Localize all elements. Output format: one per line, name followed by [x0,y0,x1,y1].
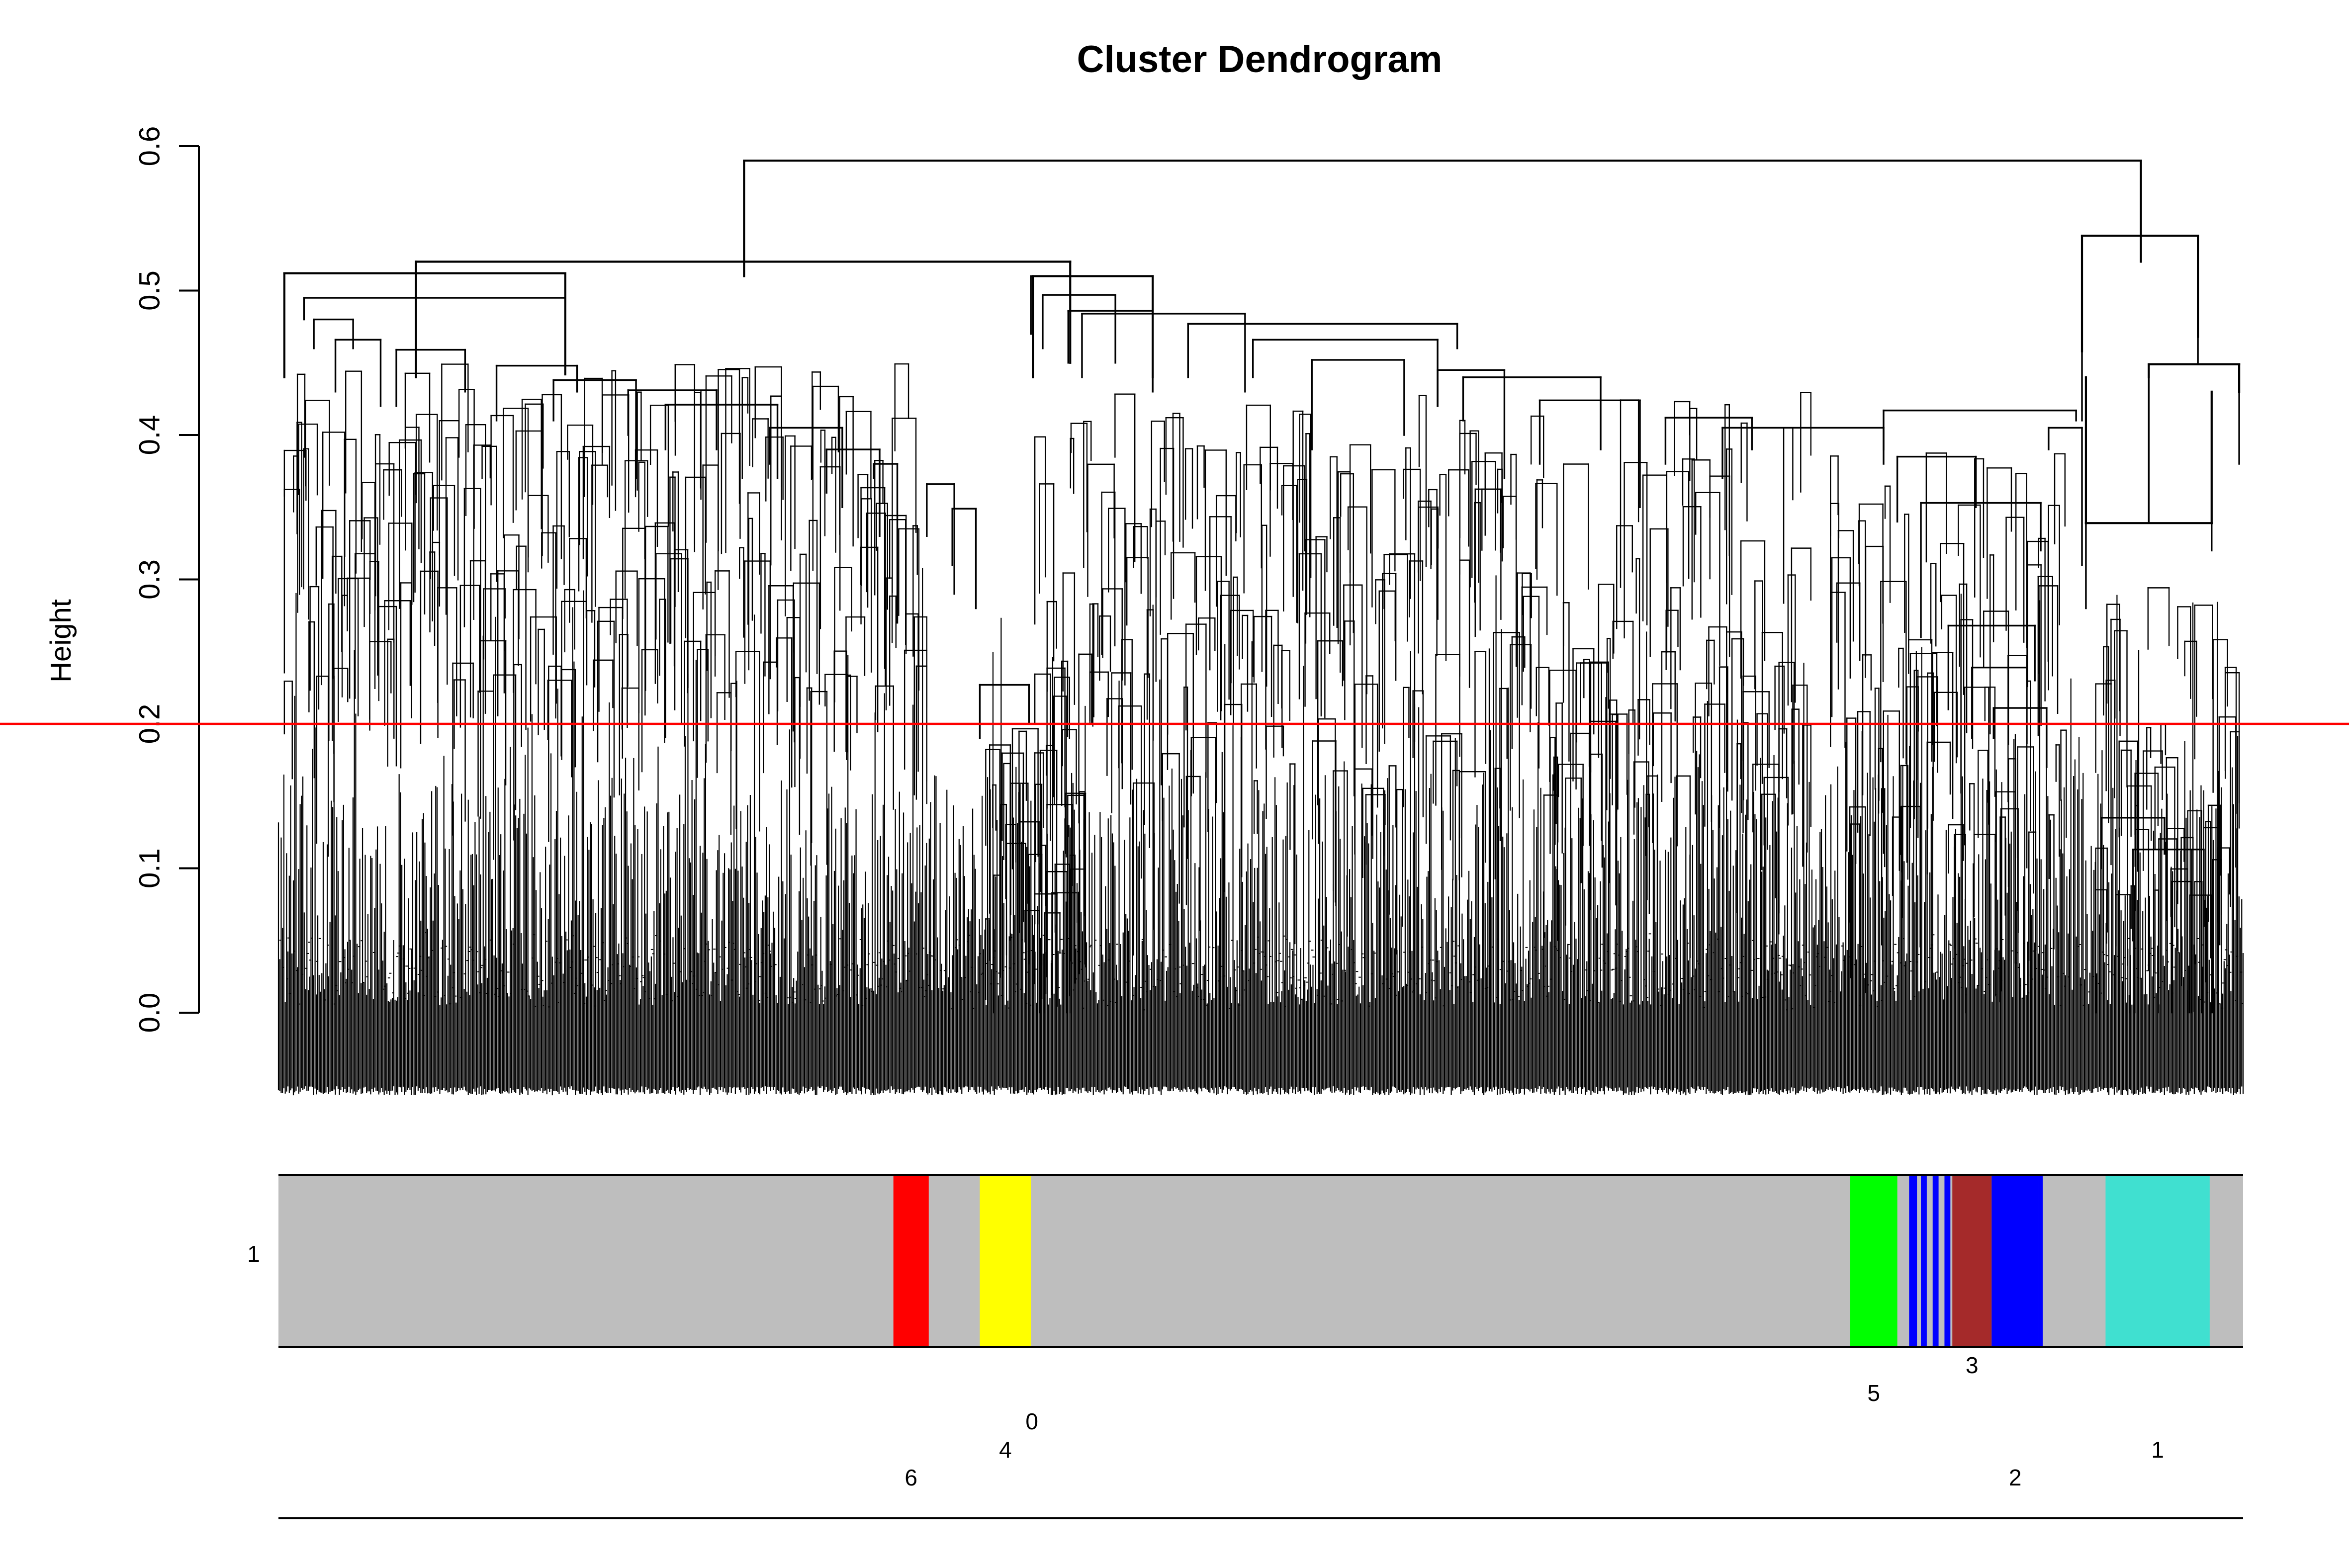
module-label: 1 [2151,1437,2164,1463]
module-labels: 6 40 5 3 2 1 [278,1352,2243,1519]
y-axis-tick-label: 0.1 [133,848,166,888]
y-axis-tick-label: 0.4 [133,415,166,455]
y-axis-tick-label: 0.5 [133,270,166,311]
y-axis-tick-label: 0.3 [133,559,166,600]
module-color-block [1031,1175,1033,1347]
module-color-block [980,1175,1031,1347]
dendrogram-tree [277,159,2244,1096]
module-stripe [2039,1175,2043,1347]
module-stripe [1944,1175,1951,1347]
module-label: 3 [1966,1352,1979,1378]
module-color-bar: 1 [247,1174,2243,1348]
module-color-block [2105,1175,2210,1347]
y-axis-tick-label: 0.0 [133,993,166,1033]
module-label: 5 [1867,1380,1880,1406]
module-color-block [1991,1175,2039,1347]
module-label: 6 [904,1465,917,1490]
module-row-label: 1 [247,1241,260,1267]
module-stripe [1932,1175,1939,1347]
module-label: 0 [1025,1408,1038,1434]
y-axis-tick-label: 0.6 [133,126,166,167]
module-stripe [1909,1175,1917,1347]
y-axis-label: Height [45,599,77,683]
module-label: 2 [2009,1465,2022,1490]
module-color-block [1850,1175,1897,1347]
module-stripe [1921,1175,1927,1347]
module-color-block [893,1175,929,1347]
chart-title: Cluster Dendrogram [1077,38,1443,81]
module-color-block [1952,1175,1992,1347]
module-label: 4 [999,1437,1012,1463]
